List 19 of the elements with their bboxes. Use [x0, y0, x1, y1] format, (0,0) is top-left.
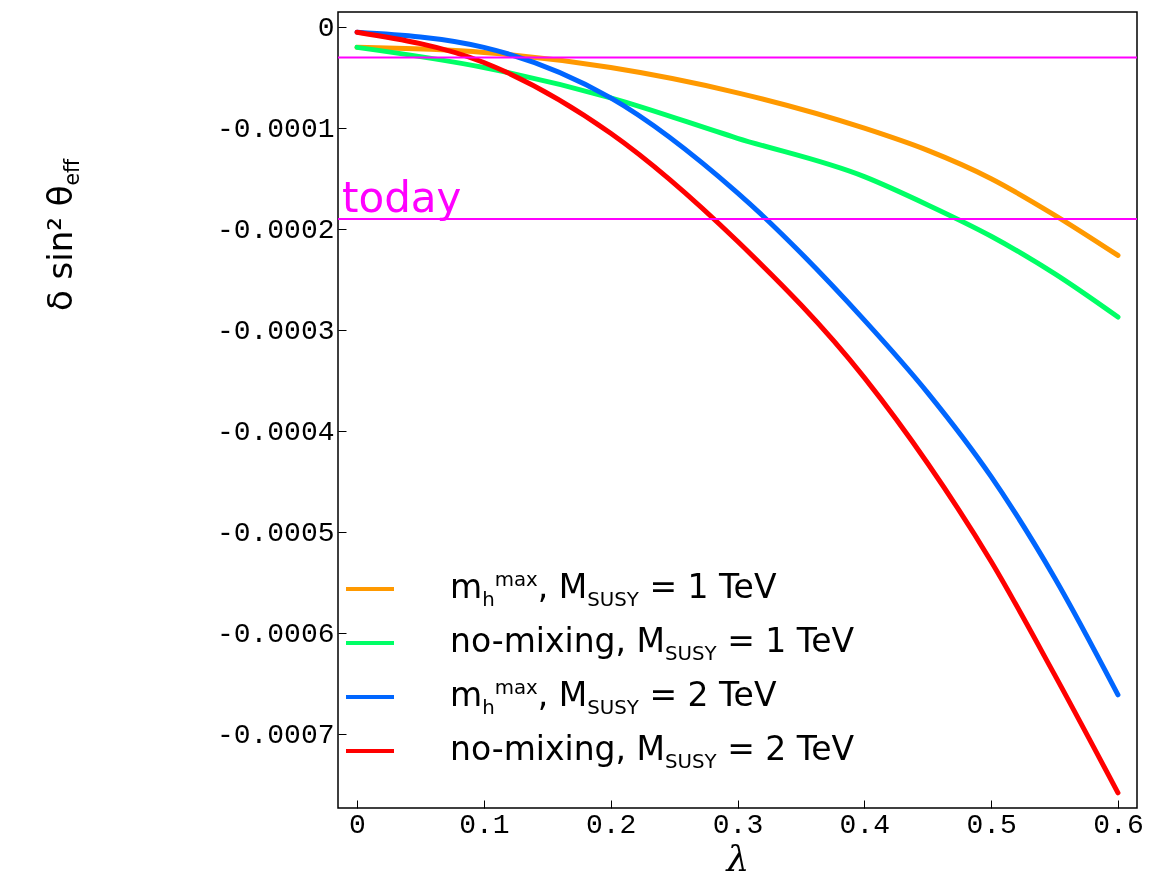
y-tick-label: -0.0007 [216, 719, 335, 751]
y-tick-label: -0.0004 [216, 416, 335, 448]
legend-label: m$_{h}$$^{max}$, M$_{SUSY}$ = 2 TeV [450, 675, 777, 719]
y-tick-label: -0.0002 [216, 214, 335, 246]
x-tick-label: 0.2 [585, 809, 637, 841]
x-tick-label: 0.1 [459, 809, 510, 841]
x-tick-label: 0.6 [1093, 809, 1144, 841]
ref-line-label: today [342, 173, 462, 223]
x-tick-label: 0.4 [839, 809, 891, 841]
y-tick-label: 0 [317, 12, 335, 44]
y-tick-label: -0.0001 [216, 113, 335, 145]
x-tick-label: 0.5 [966, 809, 1017, 841]
legend-label: no-mixing, M$_{SUSY}$ = 1 TeV [450, 621, 855, 665]
x-tick-label: 0 [349, 809, 366, 841]
legend-label: no-mixing, M$_{SUSY}$ = 2 TeV [450, 729, 855, 773]
legend-label: m$_{h}$$^{max}$, M$_{SUSY}$ = 1 TeV [450, 567, 777, 611]
y-tick-label: -0.0003 [216, 315, 335, 347]
y-tick-label: -0.0005 [216, 517, 335, 549]
y-tick-label: -0.0006 [216, 618, 335, 650]
